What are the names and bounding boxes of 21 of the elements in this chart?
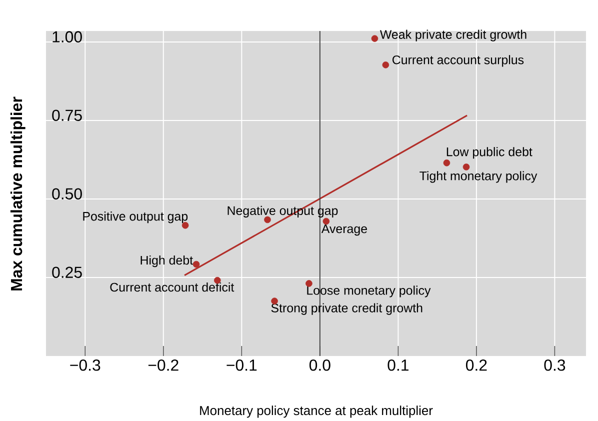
annotation: Weak private credit growth [380,30,526,42]
annotation: Low public debt [446,147,532,159]
x-tick-label: 0.1 [388,360,408,371]
annotation: Positive output gap [83,212,188,224]
y-tick-label: 0.75 [52,110,82,121]
x-tick-label: 0.2 [466,360,487,371]
x-tick-label: −0.3 [70,360,100,371]
annotation: Current account surplus [392,55,524,67]
y-axis-title: Max cumulative multiplier [10,96,26,290]
y-tick-label: 1.00 [52,31,82,42]
x-tick-label: −0.2 [148,360,178,371]
annotation: Current account deficit [110,282,234,292]
y-tick-label: 0.50 [52,188,82,200]
annotation: Average [321,224,367,236]
annotation: Tight monetary policy [420,171,538,183]
annotation: High debt [140,255,193,268]
x-tick-label: 0.0 [309,360,330,371]
y-tick-label: 0.25 [52,266,82,278]
x-tick-label: −0.1 [226,360,257,371]
x-axis-title: Monetary policy stance at peak multiplier [200,406,433,418]
x-tick-label: 0.3 [544,360,566,371]
